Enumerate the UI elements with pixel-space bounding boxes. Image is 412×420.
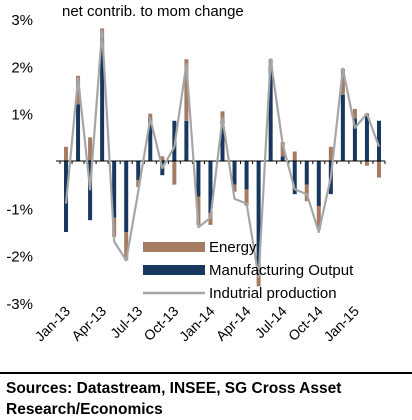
bar-manufacturing-output [244,161,249,190]
bar-manufacturing-output [220,120,225,161]
bar-energy [88,137,93,161]
legend-swatch-bar [143,242,205,252]
legend-label: Energy [209,239,257,256]
bar-energy [292,151,297,161]
bar-manufacturing-output [364,113,369,161]
legend-label: Manufacturing Output [209,262,354,279]
legend-label: Indutrial production [209,285,337,302]
bar-energy [160,156,165,161]
bar-energy [136,179,141,188]
bar-manufacturing-output [352,118,357,161]
y-tick-label: 3% [11,12,33,29]
y-tick-label: 1% [11,107,33,124]
bar-manufacturing-output [304,161,309,185]
bar-energy [256,269,261,287]
x-tick-label: Jan-15 [320,303,362,345]
bar-manufacturing-output [208,161,213,214]
bar-energy [352,108,357,119]
bar-energy [280,142,285,157]
bar-energy [328,146,333,161]
legend: Energy Manufacturing Output Indutrial prod… [143,239,354,302]
bar-energy [340,68,345,95]
x-tick-label: Jul-14 [252,303,290,341]
bar-manufacturing-output [76,104,81,161]
bar-energy [172,161,177,185]
bar-manufacturing-output [136,161,141,180]
bar-manufacturing-output [112,161,117,218]
bar-manufacturing-output [196,161,201,197]
bar-manufacturing-output [256,161,261,270]
bar-manufacturing-output [292,161,297,195]
bar-energy [220,111,225,121]
legend-swatch-bar [143,265,205,275]
x-tick-label: Oct-14 [285,303,326,344]
chart: net contrib. to mom change 3% 2% 1% -1% -2% -… [6,3,386,345]
y-tick-label: -2% [6,249,33,266]
x-tick-label: Jul-13 [107,303,145,341]
bar-manufacturing-output [316,161,321,206]
line-industrial-production [64,29,381,279]
y-tick-label: -3% [6,296,33,313]
bar-energy [148,113,153,119]
bar-manufacturing-output [340,94,345,161]
bar-energy [196,196,201,225]
bar-manufacturing-output [148,118,153,161]
chart-subtitle: net contrib. to mom change [62,3,244,20]
bar-energy [244,189,249,206]
x-tick-label: Apr-14 [213,303,254,344]
bar-manufacturing-output [88,161,93,221]
y-tick-label: -1% [6,201,33,218]
bar-manufacturing-output [124,161,129,232]
bar-manufacturing-output [376,120,381,161]
bar-manufacturing-output [184,120,189,161]
bar-energy [184,59,189,121]
bar-manufacturing-output [100,37,105,161]
bar-energy [316,205,321,230]
sources-note: Sources: Datastream, INSEE, SG Cross Ass… [0,372,412,420]
y-axis: 3% 2% 1% -1% -2% -3% [6,12,33,313]
x-tick-label: Apr-13 [68,303,109,344]
bar-energy [232,184,237,192]
plot-area [56,28,386,287]
bar-energy [64,146,69,161]
bar-energy [124,232,129,261]
bar-energy [364,161,369,166]
bar-manufacturing-output [280,156,285,161]
sources-line-1: Sources: Datastream, INSEE, SG Cross Ass… [6,380,342,397]
x-tick-label: Jan-13 [32,303,74,345]
x-tick-label: Oct-13 [140,303,181,344]
x-tick-label: Jan-14 [176,303,218,345]
bar-energy [376,161,381,178]
y-tick-label: 2% [11,59,33,76]
bar-manufacturing-output [232,161,237,185]
bar-manufacturing-output [268,66,273,161]
sources-line-2: Research/Economics [6,401,163,418]
x-axis: Jan-13Apr-13Jul-13Oct-13Jan-14Apr-14Jul-… [32,303,363,345]
